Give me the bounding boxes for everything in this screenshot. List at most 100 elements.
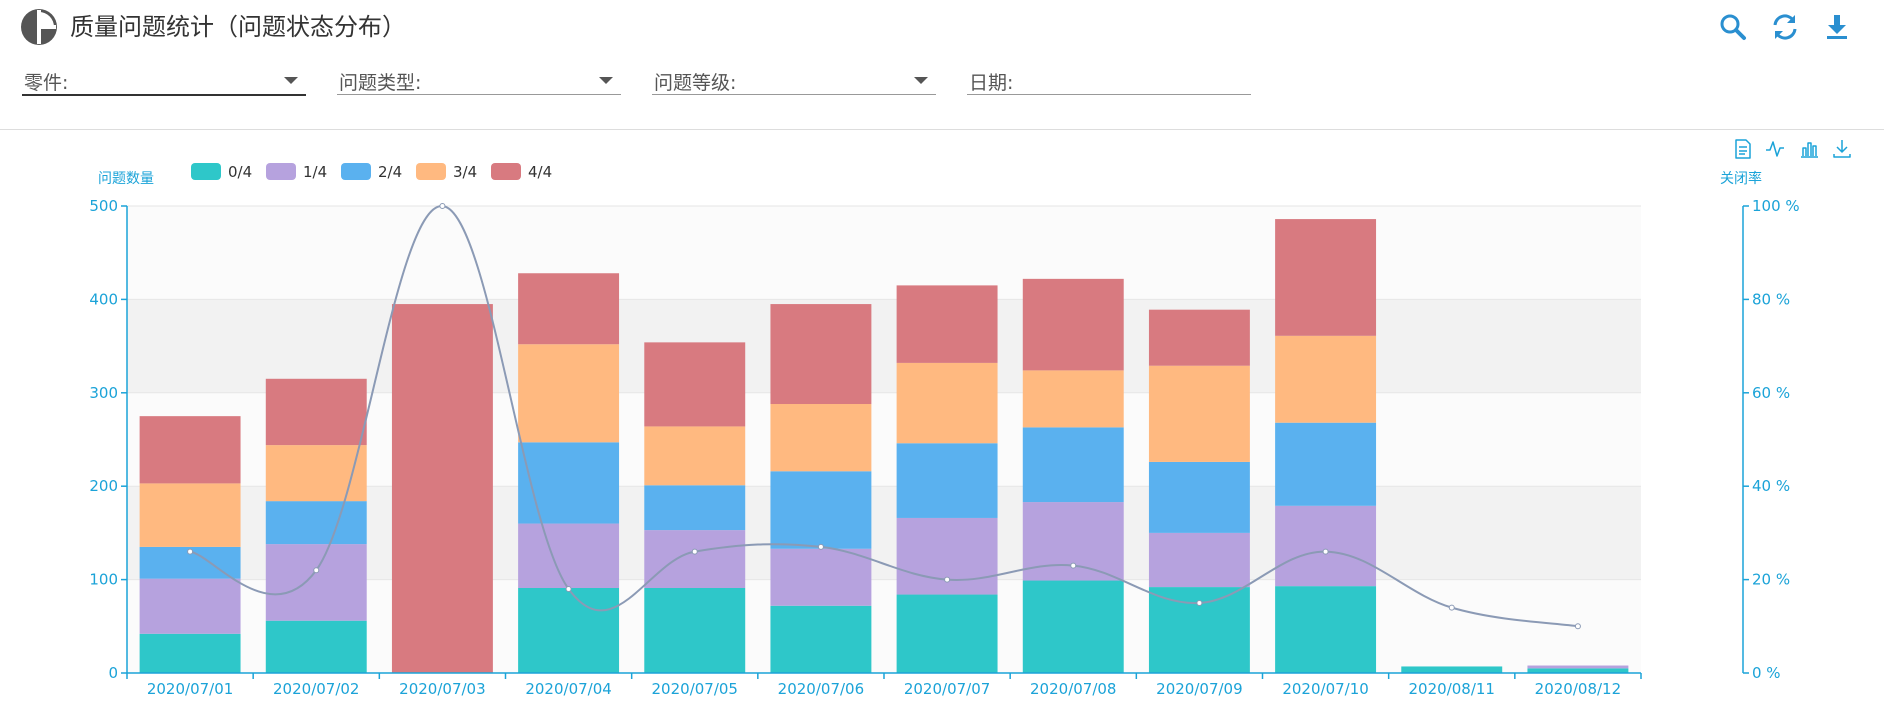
issue-type-filter-label: 问题类型:	[339, 72, 422, 94]
bar-segment-2-of-4[interactable]	[265, 501, 367, 545]
bar-segment-2-of-4[interactable]	[770, 471, 872, 549]
x-tick-label: 2020/07/09	[1156, 680, 1242, 698]
bar-segment-4-of-4[interactable]	[1022, 278, 1124, 371]
right-y-tick-label: 0 %	[1752, 664, 1781, 682]
bar-segment-1-of-4[interactable]	[265, 544, 367, 621]
bar-segment-2-of-4[interactable]	[1022, 427, 1124, 503]
bar-segment-3-of-4[interactable]	[896, 362, 998, 444]
bar-segment-2-of-4[interactable]	[896, 443, 998, 518]
close-rate-point[interactable]	[1196, 599, 1203, 606]
legend-label-2-of-4[interactable]: 2/4	[378, 163, 402, 181]
bar-segment-0-of-4[interactable]	[770, 605, 872, 673]
bar-segment-4-of-4[interactable]	[770, 304, 872, 405]
close-rate-point[interactable]	[187, 548, 194, 555]
x-tick-label: 2020/07/02	[273, 680, 359, 698]
bar-segment-3-of-4[interactable]	[1275, 335, 1377, 423]
bar-segment-2-of-4[interactable]	[1148, 461, 1250, 533]
bar-segment-3-of-4[interactable]	[770, 404, 872, 472]
download-icon[interactable]	[1822, 12, 1852, 42]
search-icon[interactable]	[1718, 12, 1748, 42]
grid-band	[127, 392, 1641, 487]
line-chart-icon[interactable]	[1766, 141, 1784, 157]
bar-segment-0-of-4[interactable]	[896, 594, 998, 673]
bar-segment-0-of-4[interactable]	[1401, 666, 1503, 673]
right-y-tick-label: 100 %	[1752, 197, 1800, 215]
bar-segment-1-of-4[interactable]	[896, 517, 998, 595]
bar-segment-4-of-4[interactable]	[896, 285, 998, 363]
bar-segment-1-of-4[interactable]	[139, 578, 241, 634]
legend-label-0-of-4[interactable]: 0/4	[228, 163, 252, 181]
bar-segment-3-of-4[interactable]	[644, 426, 746, 486]
bar-segment-4-of-4[interactable]	[518, 273, 620, 345]
legend-swatch-0-of-4[interactable]	[191, 163, 221, 180]
x-tick-label: 2020/07/03	[399, 680, 485, 698]
bar-segment-1-of-4[interactable]	[1527, 665, 1629, 669]
bar-segment-3-of-4[interactable]	[518, 344, 620, 443]
close-rate-point[interactable]	[1574, 623, 1581, 630]
bar-segment-0-of-4[interactable]	[265, 620, 367, 673]
legend-label-1-of-4[interactable]: 1/4	[303, 163, 327, 181]
x-tick-label: 2020/08/11	[1409, 680, 1495, 698]
save-image-icon[interactable]	[1833, 140, 1851, 158]
right-y-tick-label: 80 %	[1752, 290, 1790, 308]
bar-segment-0-of-4[interactable]	[1527, 668, 1629, 673]
close-rate-point[interactable]	[565, 585, 572, 592]
legend-swatch-1-of-4[interactable]	[266, 163, 296, 180]
legend-label-3-of-4[interactable]: 3/4	[453, 163, 477, 181]
issue-level-filter-select[interactable]: 问题等级:	[652, 64, 936, 95]
bar-segment-0-of-4[interactable]	[139, 633, 241, 673]
x-tick-label: 2020/07/08	[1030, 680, 1116, 698]
left-y-axis-label: 问题数量	[98, 171, 154, 187]
legend-swatch-3-of-4[interactable]	[416, 163, 446, 180]
bar-segment-4-of-4[interactable]	[1275, 219, 1377, 336]
right-y-tick-label: 20 %	[1752, 571, 1790, 589]
date-filter-input[interactable]: 日期:	[967, 64, 1251, 95]
bar-segment-2-of-4[interactable]	[518, 442, 620, 524]
chevron-down-icon	[284, 77, 298, 84]
issue-type-filter-select[interactable]: 问题类型:	[337, 64, 621, 95]
bar-segment-3-of-4[interactable]	[1148, 365, 1250, 462]
grid-band	[127, 206, 1641, 300]
close-rate-point[interactable]	[1070, 562, 1077, 569]
close-rate-point[interactable]	[817, 543, 824, 550]
chevron-down-icon	[914, 77, 928, 84]
bar-segment-4-of-4[interactable]	[391, 304, 493, 673]
part-filter-label: 零件:	[24, 72, 69, 94]
bar-segment-4-of-4[interactable]	[644, 342, 746, 427]
bar-segment-4-of-4[interactable]	[265, 378, 367, 446]
bar-segment-3-of-4[interactable]	[1022, 370, 1124, 428]
close-rate-point[interactable]	[1448, 604, 1455, 611]
pie-chart-logo-icon	[21, 9, 57, 45]
bar-segment-1-of-4[interactable]	[1148, 532, 1250, 588]
bar-segment-4-of-4[interactable]	[1148, 309, 1250, 366]
bar-segment-4-of-4[interactable]	[139, 416, 241, 484]
bar-segment-1-of-4[interactable]	[1022, 502, 1124, 581]
close-rate-point[interactable]	[944, 576, 951, 583]
bar-segment-1-of-4[interactable]	[770, 548, 872, 606]
close-rate-point[interactable]	[1322, 548, 1329, 555]
bar-segment-0-of-4[interactable]	[1022, 580, 1124, 673]
bar-segment-1-of-4[interactable]	[518, 523, 620, 589]
legend-swatch-2-of-4[interactable]	[341, 163, 371, 180]
legend-swatch-4-of-4[interactable]	[491, 163, 521, 180]
bar-segment-3-of-4[interactable]	[139, 483, 241, 547]
legend-label-4-of-4[interactable]: 4/4	[528, 163, 552, 181]
grid-band	[127, 579, 1641, 673]
close-rate-point[interactable]	[439, 203, 446, 209]
close-rate-point[interactable]	[313, 567, 320, 574]
bar-segment-0-of-4[interactable]	[1275, 586, 1377, 673]
x-tick-label: 2020/07/01	[147, 680, 233, 698]
bar-segment-3-of-4[interactable]	[265, 445, 367, 502]
bar-segment-1-of-4[interactable]	[1275, 505, 1377, 587]
bar-segment-0-of-4[interactable]	[518, 588, 620, 673]
close-rate-point[interactable]	[691, 548, 698, 555]
bar-segment-2-of-4[interactable]	[1275, 422, 1377, 506]
data-view-icon[interactable]	[1735, 139, 1751, 159]
x-tick-label: 2020/08/12	[1535, 680, 1621, 698]
bar-segment-0-of-4[interactable]	[644, 588, 746, 673]
part-filter-select[interactable]: 零件:	[22, 64, 306, 96]
bar-chart-icon[interactable]	[1801, 142, 1818, 158]
bar-segment-1-of-4[interactable]	[644, 530, 746, 589]
refresh-icon[interactable]	[1770, 12, 1800, 42]
bar-segment-2-of-4[interactable]	[644, 485, 746, 531]
